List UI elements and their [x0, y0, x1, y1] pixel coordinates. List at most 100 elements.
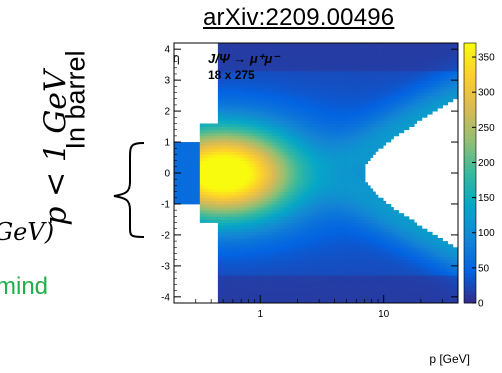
heatmap-cell — [403, 278, 407, 282]
heatmap-cell — [279, 287, 283, 292]
heatmap-cell — [341, 231, 345, 236]
heatmap-cell — [344, 200, 348, 205]
heatmap-cell — [277, 216, 281, 220]
heatmap-cell — [217, 281, 221, 285]
heatmap-cell — [235, 262, 239, 267]
heatmap-cell — [370, 259, 374, 264]
heatmap-cell — [277, 290, 281, 295]
heatmap-cell — [251, 176, 255, 180]
heatmap-cell — [243, 197, 247, 202]
heatmap-cell — [290, 138, 294, 143]
heatmap-cell — [362, 132, 366, 137]
heatmap-cell — [321, 166, 325, 171]
heatmap-cell — [375, 275, 379, 279]
heatmap-cell — [372, 259, 376, 264]
heatmap-cell — [272, 197, 276, 202]
heatmap-cell — [403, 222, 407, 227]
heatmap-cell — [396, 299, 400, 304]
heatmap-cell — [248, 259, 252, 264]
heatmap-cell — [207, 151, 211, 155]
heatmap-cell — [419, 259, 423, 264]
heatmap-cell — [310, 200, 314, 205]
heatmap-cell — [344, 169, 348, 174]
heatmap-cell — [393, 290, 397, 295]
heatmap-cell — [210, 210, 214, 214]
heatmap-cell — [277, 148, 281, 152]
heatmap-cell — [303, 191, 307, 196]
heatmap-cell — [357, 281, 361, 285]
heatmap-cell — [380, 200, 384, 205]
heatmap-cell — [259, 247, 263, 251]
heatmap-cell — [427, 234, 430, 239]
heatmap-cell — [194, 188, 198, 192]
heatmap-cell — [318, 293, 322, 298]
heatmap-cell — [238, 176, 242, 180]
heatmap-cell — [179, 197, 183, 202]
heatmap-cell — [210, 200, 214, 205]
heatmap-cell — [282, 138, 286, 143]
heatmap-cell — [282, 265, 286, 270]
heatmap-cell — [295, 284, 299, 288]
heatmap-cell — [411, 272, 415, 276]
heatmap-cell — [279, 142, 283, 146]
heatmap-cell — [321, 247, 325, 251]
heatmap-cell — [174, 191, 177, 196]
heatmap-cell — [238, 250, 242, 254]
heatmap-cell — [256, 207, 260, 211]
heatmap-cell — [225, 166, 229, 171]
heatmap-cell — [365, 296, 369, 301]
heatmap-cell — [308, 207, 312, 211]
heatmap-cell — [359, 129, 363, 134]
heatmap-cell — [264, 188, 268, 192]
heatmap-cell — [359, 203, 363, 208]
heatmap-cell — [266, 272, 270, 276]
heatmap-cell — [328, 265, 332, 270]
heatmap-cell — [300, 138, 304, 143]
heatmap-cell — [313, 197, 317, 202]
heatmap-cell — [403, 244, 407, 248]
heatmap-cell — [336, 166, 340, 171]
heatmap-cell — [225, 129, 229, 134]
heatmap-cell — [437, 278, 441, 282]
heatmap-cell — [318, 197, 322, 202]
heatmap-cell — [450, 275, 454, 279]
heatmap-cell — [434, 284, 438, 288]
heatmap-cell — [174, 160, 177, 165]
heatmap-cell — [408, 120, 412, 124]
heatmap-cell — [359, 207, 363, 211]
heatmap-cell — [372, 284, 376, 288]
heatmap-cell — [305, 207, 309, 211]
heatmap-cell — [432, 278, 436, 282]
heatmap-cell — [230, 191, 234, 196]
heatmap-cell — [179, 142, 183, 146]
heatmap-cell — [442, 290, 446, 295]
heatmap-cell — [323, 126, 327, 131]
heatmap-cell — [264, 154, 268, 158]
heatmap-cell — [414, 234, 418, 239]
heatmap-cell — [243, 176, 247, 180]
heatmap-cell — [215, 203, 219, 208]
heatmap-cell — [223, 219, 227, 223]
heatmap-cell — [292, 176, 296, 180]
heatmap-cell — [297, 284, 301, 288]
heatmap-cell — [323, 179, 327, 183]
heatmap-cell — [321, 231, 325, 236]
heatmap-cell — [241, 188, 245, 192]
heatmap-cell — [403, 234, 407, 239]
heatmap-cell — [297, 256, 301, 261]
heatmap-cell — [235, 135, 239, 140]
heatmap-cell — [230, 173, 234, 177]
heatmap-cell — [362, 191, 366, 196]
heatmap-cell — [266, 231, 270, 236]
heatmap-cell — [442, 296, 446, 301]
heatmap-cell — [272, 120, 276, 124]
heatmap-cell — [264, 173, 268, 177]
heatmap-cell — [323, 176, 327, 180]
heatmap-cell — [359, 123, 363, 127]
heatmap-cell — [292, 200, 296, 205]
heatmap-cell — [207, 129, 211, 134]
partial-formula-text: GeV) — [0, 218, 55, 246]
heatmap-cell — [401, 228, 405, 233]
heatmap-cell — [372, 138, 376, 143]
heatmap-cell — [264, 179, 268, 183]
